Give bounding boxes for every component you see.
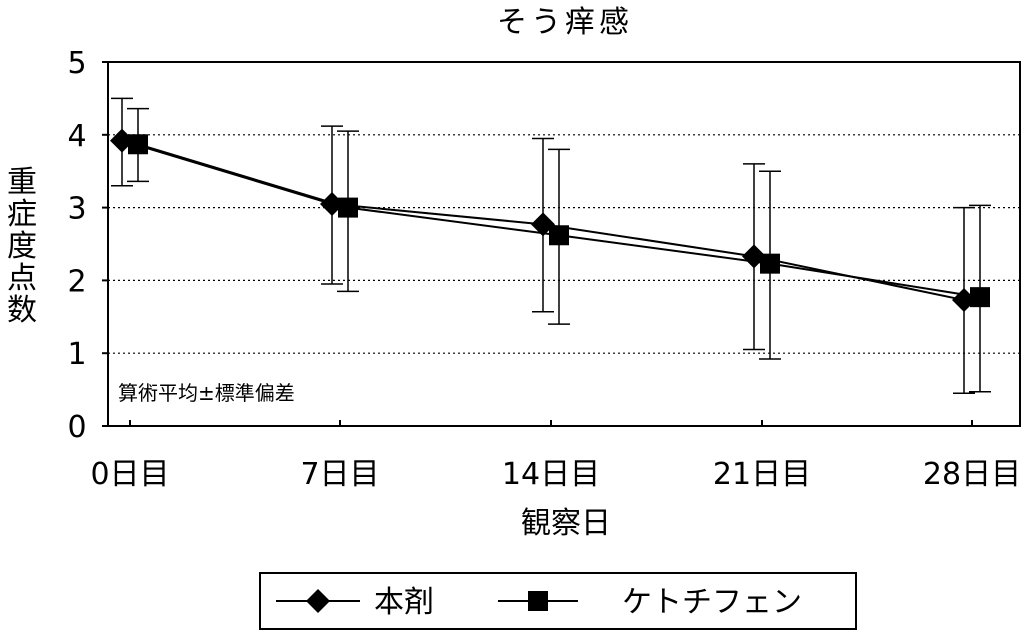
annotation-note: 算術平均±標準偏差	[118, 381, 295, 405]
legend-marker-diamond	[306, 589, 330, 613]
series-group	[110, 97, 991, 394]
series-2	[127, 107, 991, 393]
legend-label: ケトチフェン	[622, 585, 802, 620]
y-tick-label: 2	[67, 264, 86, 299]
y-axis-label-char: 重	[7, 165, 37, 200]
legend-marker-square	[528, 591, 548, 611]
legend: 本剤 ケトチフェン	[276, 585, 802, 620]
y-axis-label-char: 点	[7, 261, 37, 296]
y-axis-label-char: 症	[7, 197, 37, 232]
y-axis-ticks: 0 1 2 3 4 5	[67, 46, 108, 445]
data-point-square	[338, 197, 358, 218]
data-point-square	[970, 287, 990, 308]
y-axis-label-char: 数	[7, 293, 37, 328]
y-axis-label-char: 度	[7, 229, 37, 264]
data-point-square	[549, 225, 569, 246]
x-tick-label: 28日目	[923, 457, 1021, 492]
y-tick-label: 1	[67, 337, 86, 372]
y-tick-label: 3	[67, 192, 86, 227]
x-tick-label: 7日目	[300, 457, 379, 492]
data-point-square	[760, 253, 780, 274]
x-axis-ticks: 0日目 7日目 14日目 21日目 28日目	[90, 420, 1021, 492]
series-1	[110, 97, 976, 394]
x-axis-label: 観察日	[521, 506, 611, 541]
plot-frame	[107, 61, 1021, 427]
x-tick-label: 14日目	[502, 457, 600, 492]
x-tick-label: 21日目	[713, 457, 811, 492]
chart-title: そう痒感	[497, 5, 633, 40]
y-tick-label: 5	[67, 46, 86, 81]
legend-label: 本剤	[374, 585, 434, 620]
y-tick-label: 4	[67, 119, 86, 154]
legend-item: 本剤	[276, 585, 434, 620]
x-tick-label: 0日目	[90, 457, 169, 492]
y-axis-label: 重症度点数	[7, 165, 37, 328]
data-point-square	[128, 134, 148, 155]
legend-item: ケトチフェン	[498, 585, 802, 620]
y-tick-label: 0	[67, 410, 86, 445]
